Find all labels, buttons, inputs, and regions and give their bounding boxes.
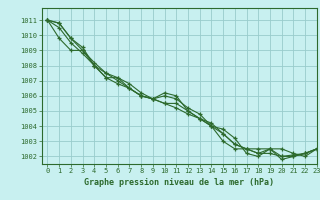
X-axis label: Graphe pression niveau de la mer (hPa): Graphe pression niveau de la mer (hPa) bbox=[84, 178, 274, 187]
